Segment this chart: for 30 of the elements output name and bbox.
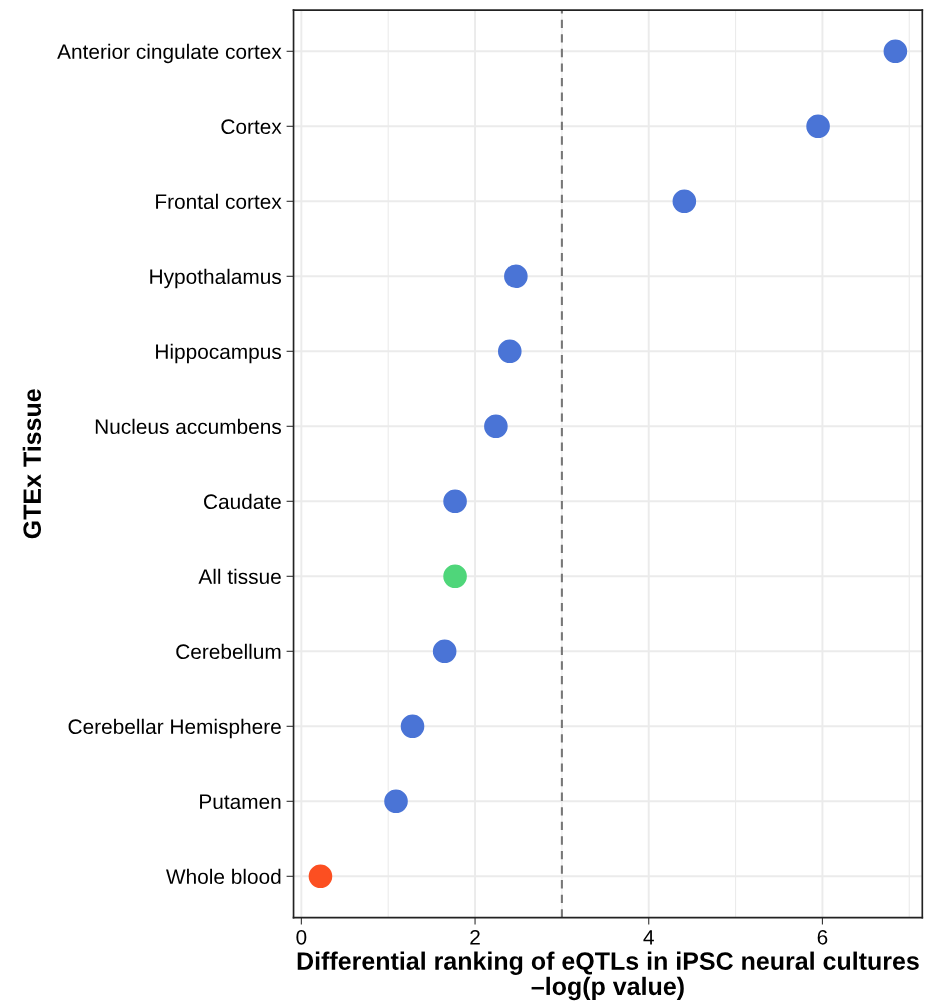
y-tick-label: Anterior cingulate cortex (57, 43, 282, 64)
y-tick-label: Frontal cortex (156, 193, 282, 210)
point (672, 189, 697, 214)
y-tick-label: Whole blood (166, 868, 281, 885)
point (443, 489, 467, 514)
y-tick-label: All tissue (198, 568, 281, 585)
y-tick-label: Hippocampus (156, 343, 281, 364)
y-tick-label: Caudate (204, 493, 281, 510)
y-tick-label: Hypothalamus (150, 268, 281, 289)
point (806, 114, 830, 139)
y-tick-label: Nucleus accumbens (95, 418, 281, 435)
point (384, 789, 408, 814)
x-tick-label: 4 (643, 930, 654, 945)
y-axis-title: GTEx Tissue (22, 389, 42, 539)
point (308, 864, 333, 889)
point (443, 564, 467, 589)
y-tick-label: Putamen (200, 794, 281, 810)
y-tick-label: Cerebellum (176, 643, 281, 660)
point (400, 714, 425, 739)
y-tick-label: Cortex (221, 119, 282, 135)
x-axis-title: Differential ranking of eQTLs in iPSC neural cultures –log(p value) (297, 951, 919, 1001)
point (497, 339, 522, 364)
y-tick-label: Cerebellar Hemisphere (68, 718, 281, 739)
x-tick-label: 0 (296, 929, 307, 945)
x-tick-label: 2 (470, 929, 480, 945)
point (883, 39, 908, 64)
point (432, 639, 457, 664)
point (504, 264, 528, 289)
point (484, 414, 508, 439)
x-tick-label: 6 (817, 929, 828, 945)
